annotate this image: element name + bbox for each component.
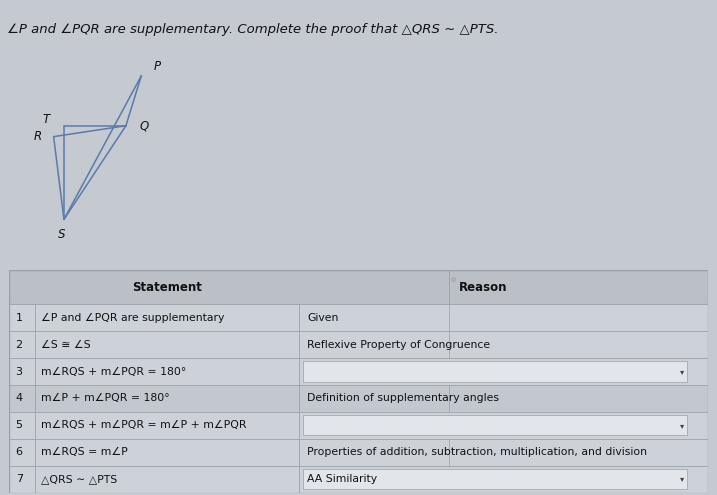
Text: 2: 2	[16, 340, 23, 349]
Text: ∠S ≅ ∠S: ∠S ≅ ∠S	[41, 340, 90, 349]
Bar	[35, 358, 299, 385]
Bar	[35, 412, 299, 439]
Bar	[9, 331, 35, 358]
Text: Reason: Reason	[458, 281, 507, 294]
Bar	[299, 385, 708, 412]
Text: ∠P and ∠PQR are supplementary. Complete the proof that △QRS ∼ △PTS.: ∠P and ∠PQR are supplementary. Complete …	[7, 23, 498, 36]
Bar	[35, 466, 299, 493]
Text: Given: Given	[308, 313, 339, 323]
Text: ▾: ▾	[680, 421, 684, 430]
Bar	[299, 439, 708, 466]
Bar	[9, 270, 708, 304]
Bar	[299, 412, 708, 439]
Text: Definition of supplementary angles: Definition of supplementary angles	[308, 394, 500, 403]
Text: 7: 7	[16, 474, 23, 484]
Bar	[299, 304, 708, 331]
Bar	[9, 412, 35, 439]
Bar	[9, 385, 35, 412]
Bar	[9, 358, 35, 385]
Text: 1: 1	[16, 313, 23, 323]
Bar	[303, 361, 688, 382]
Text: S: S	[57, 228, 65, 241]
Text: 6: 6	[16, 447, 23, 457]
Text: ▾: ▾	[680, 475, 684, 484]
Text: ∠P and ∠PQR are supplementary: ∠P and ∠PQR are supplementary	[41, 313, 224, 323]
Bar	[9, 304, 35, 331]
Text: R: R	[34, 130, 42, 143]
Text: ▾: ▾	[680, 367, 684, 376]
Text: 4: 4	[16, 394, 23, 403]
Bar	[35, 304, 299, 331]
Text: Properties of addition, subtraction, multiplication, and division: Properties of addition, subtraction, mul…	[308, 447, 647, 457]
Bar	[299, 466, 708, 493]
Text: m∠RQS = m∠P: m∠RQS = m∠P	[41, 447, 128, 457]
Text: m∠RQS + m∠PQR = 180°: m∠RQS + m∠PQR = 180°	[41, 366, 186, 377]
Bar	[299, 358, 708, 385]
Bar	[9, 466, 35, 493]
Text: △QRS ∼ △PTS: △QRS ∼ △PTS	[41, 474, 117, 484]
Text: Statement: Statement	[132, 281, 202, 294]
Bar	[35, 385, 299, 412]
Bar	[9, 439, 35, 466]
Bar	[35, 331, 299, 358]
Text: 3: 3	[16, 366, 23, 377]
Text: P: P	[153, 60, 161, 73]
Text: T: T	[42, 113, 49, 126]
Text: Reflexive Property of Congruence: Reflexive Property of Congruence	[308, 340, 490, 349]
Bar	[299, 331, 708, 358]
Bar	[35, 439, 299, 466]
Text: Q: Q	[139, 119, 148, 132]
Text: 5: 5	[16, 420, 23, 430]
Text: m∠P + m∠PQR = 180°: m∠P + m∠PQR = 180°	[41, 394, 169, 403]
Bar	[303, 415, 688, 436]
Bar	[303, 469, 688, 489]
Text: AA Similarity: AA Similarity	[308, 474, 378, 484]
Text: m∠RQS + m∠PQR = m∠P + m∠PQR: m∠RQS + m∠PQR = m∠P + m∠PQR	[41, 420, 247, 430]
